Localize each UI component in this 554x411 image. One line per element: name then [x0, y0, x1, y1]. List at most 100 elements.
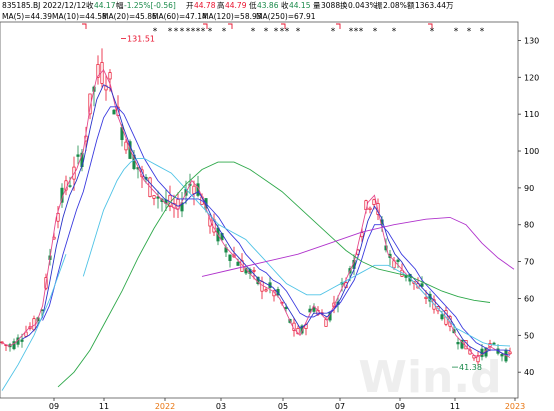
- candle-body: [108, 72, 112, 80]
- amplitude-value: 2.08%: [383, 1, 407, 10]
- event-marker: *: [251, 27, 256, 37]
- candle-body: [156, 196, 160, 199]
- candle-body: [440, 314, 444, 320]
- event-marker: *: [180, 27, 185, 37]
- event-marker: *: [430, 27, 435, 37]
- x-tick-label: 11: [99, 402, 109, 411]
- open-label: 开: [186, 1, 194, 10]
- candle-body: [180, 202, 184, 212]
- candle-body: [424, 296, 428, 299]
- candle-body: [252, 269, 256, 272]
- event-marker: *: [354, 27, 359, 37]
- high-value: 44.79: [225, 1, 247, 10]
- candle-body: [76, 154, 80, 157]
- event-flag: [336, 23, 341, 29]
- low-label: 低: [249, 1, 257, 10]
- event-marker: *: [153, 27, 158, 37]
- candle-body: [372, 199, 376, 205]
- event-marker: *: [467, 27, 472, 37]
- candle-body: [32, 318, 36, 331]
- event-marker: *: [480, 27, 485, 37]
- event-marker: *: [191, 27, 196, 37]
- candle-body: [228, 254, 232, 261]
- event-marker: *: [296, 27, 301, 37]
- series-ma20: [42, 106, 511, 351]
- event-marker: *: [201, 27, 206, 37]
- x-tick-label: 05: [278, 402, 288, 411]
- candle-body: [264, 289, 268, 292]
- ma250-label: MA(250)=67.91: [256, 12, 316, 21]
- candle-body: [420, 283, 424, 287]
- candle-body: [68, 185, 72, 187]
- open-value: 44.78: [194, 1, 216, 10]
- candle-body: [152, 195, 156, 199]
- event-marker: *: [222, 27, 227, 37]
- x-tick-label: 09: [49, 402, 59, 411]
- turnover-label: 换: [340, 1, 348, 10]
- y-tick-label: 120: [524, 73, 539, 82]
- change-value: -1.25%[-0.56]: [124, 1, 176, 10]
- candle-body: [500, 354, 504, 357]
- candle-body: [124, 141, 128, 151]
- candle-body: [368, 207, 372, 210]
- candle-body: [208, 215, 212, 227]
- wind-watermark: Win.d: [358, 352, 501, 403]
- event-marker: *: [264, 27, 269, 37]
- event-marker: *: [392, 27, 397, 37]
- plot-frame: [0, 21, 519, 399]
- y-tick-label: 100: [524, 147, 539, 156]
- x-tick-label: 07: [335, 402, 345, 411]
- x-tick-label: 09: [395, 402, 405, 411]
- max-annotation: 131.51: [127, 35, 155, 44]
- candle-body: [260, 281, 264, 292]
- ma5-label: MA(5)=44.39: [2, 12, 52, 21]
- series-ma10: [22, 84, 511, 356]
- y-tick-label: 60: [524, 294, 534, 303]
- y-tick-label: 110: [524, 110, 539, 119]
- event-marker: *: [454, 27, 459, 37]
- candle-body: [456, 342, 460, 345]
- event-marker: *: [168, 27, 173, 37]
- series-ma60: [82, 157, 511, 347]
- turnover-value: 0.043%: [348, 1, 377, 10]
- event-marker: *: [196, 27, 201, 37]
- ma10-label: MA(10)=44.58: [52, 12, 107, 21]
- event-flag: [82, 23, 87, 29]
- candle-body: [24, 331, 28, 337]
- close-label: 收: [86, 1, 94, 10]
- event-marker: *: [280, 27, 285, 37]
- event-marker: *: [186, 27, 191, 37]
- event-marker: *: [274, 27, 279, 37]
- event-marker: *: [373, 27, 378, 37]
- event-flag: [428, 23, 433, 29]
- candle-body: [236, 261, 240, 266]
- event-marker: *: [331, 27, 336, 37]
- candle-body: [492, 342, 496, 345]
- event-marker: *: [349, 27, 354, 37]
- event-flag: [203, 23, 208, 29]
- ma60-label: MA(60)=47.14: [152, 12, 207, 21]
- event-marker: *: [359, 27, 364, 37]
- change-label: 幅: [116, 1, 124, 10]
- x-tick-label: 03: [216, 402, 226, 411]
- amount-value: 1363.44万: [415, 1, 454, 10]
- last-label: 收: [281, 1, 289, 10]
- y-tick-label: 50: [524, 331, 534, 340]
- candle-body: [476, 355, 480, 363]
- y-tick-label: 70: [524, 258, 534, 267]
- high-label: 高: [217, 1, 225, 10]
- candle-body: [508, 351, 512, 355]
- event-marker: *: [174, 27, 179, 37]
- candle-body: [396, 259, 400, 262]
- event-marker: *: [285, 27, 290, 37]
- series-ma60-early: [1, 254, 67, 391]
- min-annotation: 41.38: [459, 363, 482, 372]
- amount-label: 额: [407, 1, 415, 10]
- close-value: 44.17: [94, 1, 116, 10]
- last-value: 44.15: [289, 1, 311, 10]
- ticker-date: 835185.BJ 2022/12/12: [2, 1, 86, 10]
- amplitude-label: 振: [375, 1, 383, 10]
- candle-body: [284, 307, 288, 309]
- candle-body: [460, 339, 464, 349]
